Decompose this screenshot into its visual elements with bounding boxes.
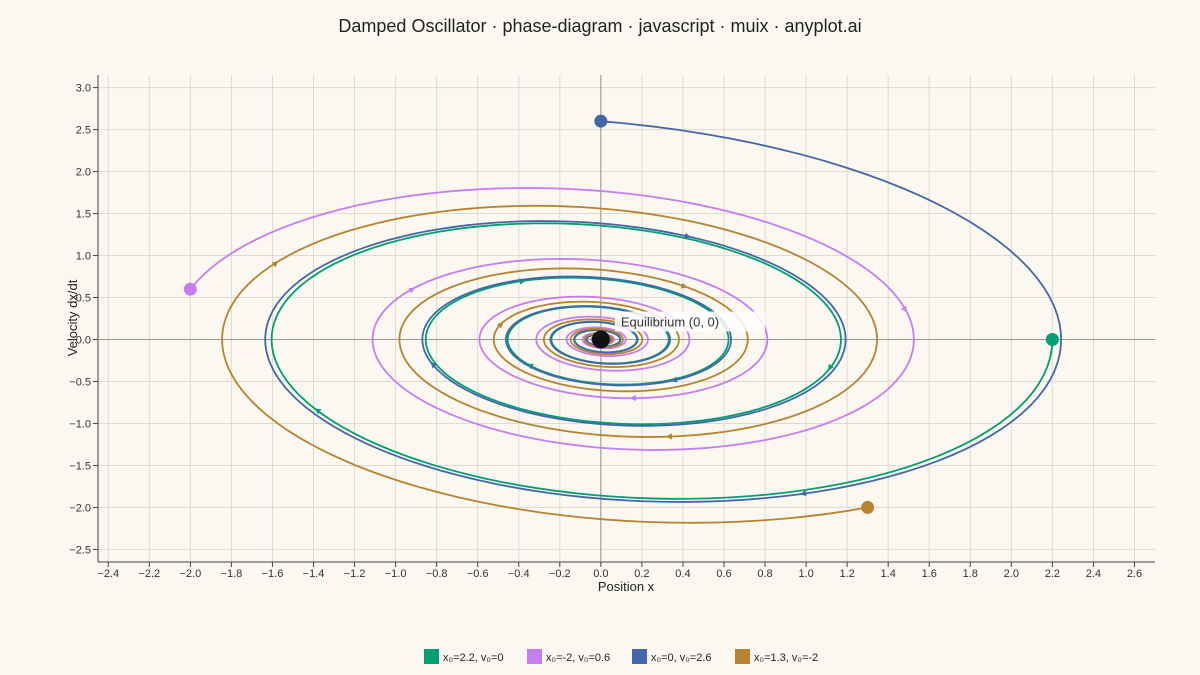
- start-marker-1: [183, 282, 197, 296]
- legend-label-3: x₀=1.3, v₀=-2: [754, 652, 818, 664]
- x-tick-label-3: −1.8: [221, 568, 243, 580]
- x-tick-label-14: 0.4: [675, 568, 690, 580]
- y-tick-label-7: −0.5: [69, 376, 91, 388]
- y-tick-label-5: 0.5: [76, 293, 91, 305]
- x-tick-label-7: −1.0: [385, 568, 407, 580]
- legend-label-2: x₀=0, v₀=2.6: [651, 652, 712, 664]
- x-tick-label-23: 2.2: [1045, 568, 1060, 580]
- x-tick-label-1: −2.2: [138, 568, 160, 580]
- x-tick-label-9: −0.6: [467, 568, 489, 580]
- x-tick-label-5: −1.4: [303, 568, 325, 580]
- series-curve-0: [270, 222, 1054, 500]
- x-tick-label-22: 2.0: [1004, 568, 1019, 580]
- start-marker-0: [1045, 332, 1059, 346]
- x-tick-label-4: −1.6: [262, 568, 284, 580]
- x-tick-label-16: 0.8: [757, 568, 772, 580]
- markers: [183, 114, 1059, 514]
- chart-title: Damped Oscillator · phase-diagram · java…: [338, 16, 861, 36]
- x-tick-label-11: −0.2: [549, 568, 571, 580]
- series-arrow-3-1: [665, 433, 673, 440]
- series-arrow-2-1: [684, 232, 692, 239]
- y-tick-label-11: −2.5: [69, 544, 91, 556]
- start-marker-2: [594, 114, 608, 128]
- x-tick-label-6: −1.2: [344, 568, 366, 580]
- series-arrow-0-1: [827, 363, 834, 371]
- legend-label-1: x₀=-2, v₀=0.6: [546, 652, 610, 664]
- start-marker-3: [861, 500, 875, 514]
- series-arrow-2-2: [430, 361, 437, 369]
- x-tick-label-21: 1.8: [963, 568, 978, 580]
- y-tick-label-8: −1.0: [69, 418, 91, 430]
- legend: x₀=2.2, v₀=0 x₀=-2, v₀=0.6 x₀=0, v₀=2.6 x₀=…: [424, 649, 818, 664]
- legend-label-0: x₀=2.2, v₀=0: [443, 652, 504, 664]
- legend-swatch-3: [735, 649, 750, 664]
- y-tick-label-0: 3.0: [76, 83, 91, 95]
- legend-swatch-2: [632, 649, 647, 664]
- y-tick-label-10: −2.0: [69, 502, 91, 514]
- series-curve-3: [221, 204, 878, 524]
- series-arrow-1-1: [408, 287, 416, 294]
- series-arrow-2-0: [799, 490, 807, 497]
- series-arrow-3-0: [271, 261, 279, 268]
- y-tick-label-3: 1.5: [76, 209, 91, 221]
- x-tick-label-25: 2.6: [1127, 568, 1142, 580]
- tick-labels: −2.4 −2.2 −2.0 −1.8 −1.6 −1.4 −1.2 −1.0 −0.8 −0.6…: [69, 83, 1142, 580]
- legend-swatch-0: [424, 649, 439, 664]
- axes: [97, 75, 1155, 563]
- x-tick-label-12: 0.0: [593, 568, 608, 580]
- x-tick-label-24: 2.4: [1086, 568, 1101, 580]
- x-tick-label-15: 0.6: [716, 568, 731, 580]
- y-axis-title: Velocity dx/dt: [65, 279, 80, 356]
- x-tick-label-18: 1.2: [839, 568, 854, 580]
- x-tick-label-19: 1.4: [881, 568, 896, 580]
- annotation-box: [614, 311, 765, 332]
- series-arrow-2-3: [670, 376, 678, 383]
- y-tick-label-4: 1.0: [76, 251, 91, 263]
- y-tick-label-1: 2.5: [76, 125, 91, 137]
- series-arrow-3-2: [680, 282, 688, 289]
- series-arrow-3-3: [496, 321, 504, 329]
- series-arrow-0-0: [314, 408, 322, 415]
- legend-swatch-1: [527, 649, 542, 664]
- x-tick-label-8: −0.8: [426, 568, 448, 580]
- series-arrow-1-2: [629, 395, 636, 402]
- series-arrow-1-0: [901, 305, 908, 313]
- x-tick-label-2: −2.0: [179, 568, 201, 580]
- x-tick-label-17: 1.0: [798, 568, 813, 580]
- y-tick-label-9: −1.5: [69, 460, 91, 472]
- equilibrium-label: Equilibrium (0, 0): [621, 314, 719, 329]
- x-tick-label-13: 0.2: [634, 568, 649, 580]
- x-tick-label-20: 1.6: [922, 568, 937, 580]
- x-axis-title: Position x: [598, 579, 655, 594]
- y-tick-label-6: 0.0: [76, 334, 91, 346]
- x-tick-label-10: −0.4: [508, 568, 530, 580]
- equilibrium-marker: [591, 330, 610, 349]
- x-tick-label-0: −2.4: [97, 568, 119, 580]
- annotation: Equilibrium (0, 0): [591, 311, 765, 349]
- y-tick-label-2: 2.0: [76, 167, 91, 179]
